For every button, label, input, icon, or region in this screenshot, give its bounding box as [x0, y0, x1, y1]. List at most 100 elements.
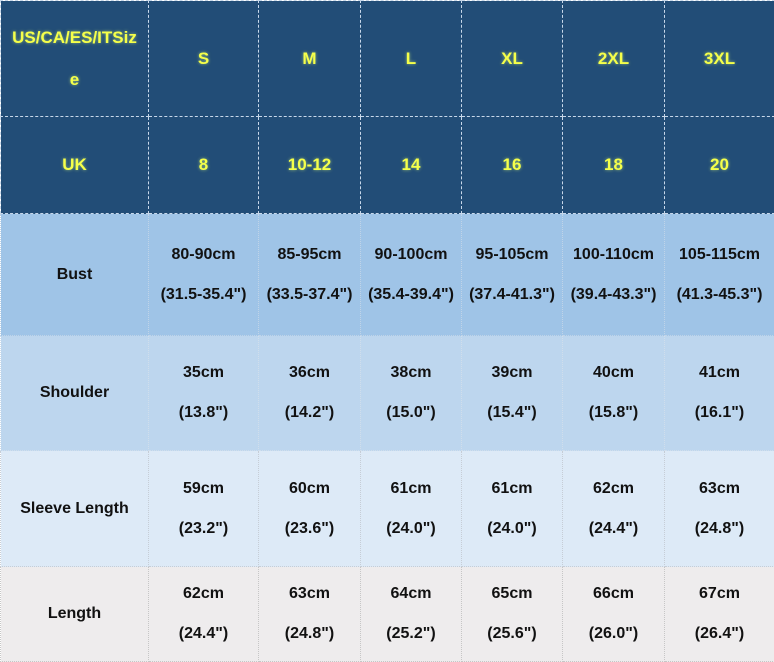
- cell-text: (24.8"): [665, 519, 774, 539]
- cell-text: 8: [149, 155, 258, 175]
- cell-text: 67cm: [665, 584, 774, 604]
- cell-text: 66cm: [563, 584, 664, 604]
- spacer: [259, 383, 360, 403]
- measurement-cell: 80-90cm (31.5-35.4"): [149, 214, 259, 336]
- size-header-cell: 3XL: [665, 1, 774, 117]
- cell-text: Sleeve Length: [1, 499, 148, 519]
- cell-text: 40cm: [563, 363, 664, 383]
- uk-size-cell: 14: [361, 117, 462, 214]
- cell-text: 18: [563, 155, 664, 175]
- measurement-cell: 39cm(15.4"): [462, 336, 563, 451]
- header-label-cell: UK: [1, 117, 149, 214]
- spacer: [259, 604, 360, 624]
- measurement-cell: 38cm (15.0"): [361, 336, 462, 451]
- cell-text: 61cm: [361, 479, 461, 499]
- uk-size-cell: 18: [563, 117, 665, 214]
- measurement-cell: 85-95cm (33.5-37.4"): [259, 214, 361, 336]
- cell-text: 36cm: [259, 363, 360, 383]
- cell-text: (24.4"): [149, 624, 258, 644]
- uk-size-cell: 8: [149, 117, 259, 214]
- spacer: [149, 383, 258, 403]
- spacer: [259, 499, 360, 519]
- cell-text: e: [1, 59, 148, 101]
- spacer: [665, 383, 774, 403]
- cell-text: 60cm: [259, 479, 360, 499]
- cell-text: (31.5-35.4"): [149, 285, 258, 305]
- cell-text: (39.4-43.3"): [563, 285, 664, 305]
- cell-text: US/CA/ES/ITSiz: [1, 17, 148, 59]
- size-header-cell: M: [259, 1, 361, 117]
- cell-text: 16: [462, 155, 562, 175]
- cell-text: 38cm: [361, 363, 461, 383]
- cell-text: 41cm: [665, 363, 774, 383]
- measurement-cell: 41cm (16.1"): [665, 336, 774, 451]
- cell-text: 95-105cm: [462, 245, 562, 265]
- cell-text: (25.2"): [361, 624, 461, 644]
- cell-text: XL: [462, 49, 562, 69]
- cell-text: 63cm: [665, 479, 774, 499]
- row-label-cell: Shoulder: [1, 336, 149, 451]
- cell-text: (33.5-37.4"): [259, 285, 360, 305]
- cell-text: 59cm: [149, 479, 258, 499]
- cell-text: 62cm: [149, 584, 258, 604]
- measurement-cell: 100-110cm(39.4-43.3"): [563, 214, 665, 336]
- cell-text: 90-100cm: [361, 245, 461, 265]
- spacer: [149, 604, 258, 624]
- measurement-cell: 95-105cm (37.4-41.3"): [462, 214, 563, 336]
- measurement-cell: 105-115cm(41.3-45.3"): [665, 214, 774, 336]
- measurement-cell: 60cm (23.6"): [259, 451, 361, 567]
- cell-text: (13.8"): [149, 403, 258, 423]
- cell-text: (26.0"): [563, 624, 664, 644]
- row-label-cell: Sleeve Length: [1, 451, 149, 567]
- cell-text: 20: [665, 155, 774, 175]
- cell-text: (14.2"): [259, 403, 360, 423]
- measurement-cell: 35cm (13.8"): [149, 336, 259, 451]
- cell-text: 80-90cm: [149, 245, 258, 265]
- row-label-cell: Bust: [1, 214, 149, 336]
- cell-text: Length: [1, 604, 148, 624]
- spacer: [563, 265, 664, 285]
- cell-text: (24.8"): [259, 624, 360, 644]
- spacer: [665, 499, 774, 519]
- cell-text: 3XL: [665, 49, 774, 69]
- cell-text: 35cm: [149, 363, 258, 383]
- cell-text: (15.8"): [563, 403, 664, 423]
- cell-text: (23.6"): [259, 519, 360, 539]
- cell-text: (16.1"): [665, 403, 774, 423]
- spacer: [462, 265, 562, 285]
- spacer: [665, 604, 774, 624]
- cell-text: (37.4-41.3"): [462, 285, 562, 305]
- uk-size-cell: 16: [462, 117, 563, 214]
- spacer: [149, 499, 258, 519]
- cell-text: 61cm: [462, 479, 562, 499]
- cell-text: 10-12: [259, 155, 360, 175]
- measurement-cell: 67cm(26.4"): [665, 567, 774, 662]
- spacer: [259, 265, 360, 285]
- cell-text: UK: [1, 155, 148, 175]
- cell-text: 85-95cm: [259, 245, 360, 265]
- spacer: [563, 383, 664, 403]
- spacer: [665, 265, 774, 285]
- measurement-cell: 59cm(23.2"): [149, 451, 259, 567]
- cell-text: (24.0"): [361, 519, 461, 539]
- cell-text: 62cm: [563, 479, 664, 499]
- row-label-cell: Length: [1, 567, 149, 662]
- measurement-cell: 65cm(25.6"): [462, 567, 563, 662]
- cell-text: 39cm: [462, 363, 562, 383]
- cell-text: (24.0"): [462, 519, 562, 539]
- size-header-cell: L: [361, 1, 462, 117]
- size-header-cell: S: [149, 1, 259, 117]
- measurement-cell: 64cm(25.2"): [361, 567, 462, 662]
- cell-text: (15.0"): [361, 403, 461, 423]
- measurement-cell: 63cm (24.8"): [665, 451, 774, 567]
- spacer: [361, 499, 461, 519]
- cell-text: M: [259, 49, 360, 69]
- measurement-cell: 61cm (24.0"): [361, 451, 462, 567]
